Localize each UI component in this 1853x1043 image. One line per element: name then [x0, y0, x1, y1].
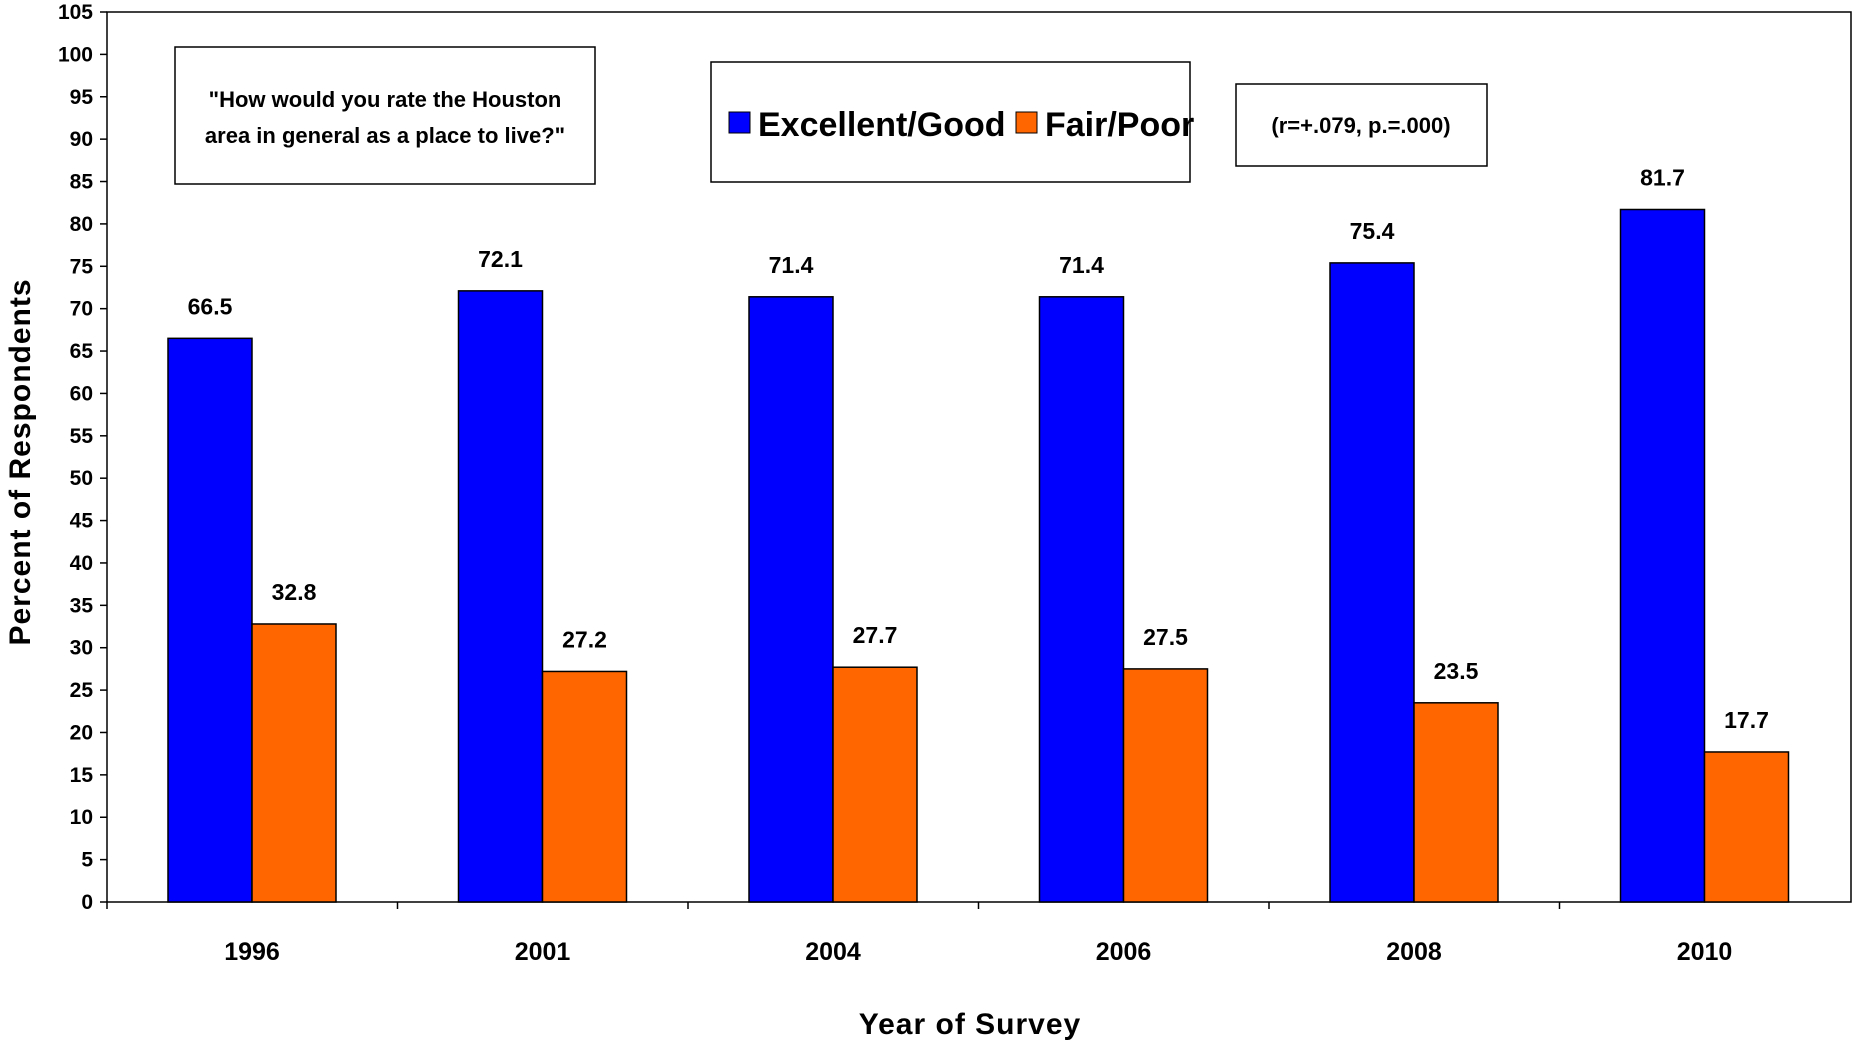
question-annotation-box: "How would you rate the Houston area in … [174, 46, 596, 185]
y-tick-label: 90 [70, 128, 93, 151]
y-tick-label: 30 [70, 637, 93, 660]
bar-excellent-good [1619, 208, 1706, 903]
y-tick-label: 10 [70, 806, 93, 829]
data-label-excellent-good: 71.4 [1059, 252, 1104, 278]
y-tick-label: 85 [70, 171, 94, 194]
stats-annotation-box: (r=+.079, p.=.000) [1235, 83, 1488, 167]
bar-fair-poor [251, 623, 337, 903]
legend-swatch-excellent-good [728, 111, 751, 134]
legend: Excellent/Good Fair/Poor [710, 61, 1194, 183]
x-tick-label: 1996 [224, 938, 280, 966]
data-label-fair-poor: 27.2 [562, 626, 607, 652]
y-tick-label: 45 [70, 510, 94, 533]
x-tick-label: 2006 [1096, 938, 1152, 966]
x-tick-label: 2001 [515, 938, 571, 966]
y-tick-label: 95 [70, 86, 94, 109]
data-label-excellent-good: 72.1 [478, 246, 523, 272]
legend-swatch-fair-poor [1015, 111, 1038, 134]
x-axis: 1996 2001 2004 2006 2008 2010 [106, 902, 1733, 966]
bar-excellent-good [1329, 262, 1415, 903]
data-label-excellent-good: 66.5 [188, 293, 233, 319]
y-axis: 0 5 10 15 20 25 30 35 40 45 50 55 60 65 70 75 80 85 90 95 10… [58, 1, 107, 914]
y-tick-label: 25 [70, 679, 94, 702]
question-text-line2: area in general as a place to live?" [205, 123, 565, 148]
data-label-excellent-good: 71.4 [769, 252, 814, 278]
x-tick-label: 2008 [1386, 938, 1442, 966]
y-tick-label: 55 [70, 425, 94, 448]
legend-frame [710, 61, 1191, 183]
bar-excellent-good [748, 296, 834, 903]
stats-box-frame [1235, 83, 1488, 167]
y-tick-label: 75 [70, 255, 94, 278]
bar-fair-poor [541, 670, 628, 903]
bar-fair-poor [832, 666, 918, 903]
x-tick-label: 2004 [805, 938, 861, 966]
y-tick-label: 5 [81, 849, 93, 872]
y-tick-label: 70 [70, 298, 93, 321]
y-tick-label: 20 [70, 721, 93, 744]
data-label-fair-poor: 17.7 [1724, 707, 1769, 733]
bar-excellent-good [457, 290, 544, 903]
bar-fair-poor [1703, 751, 1790, 903]
bars-group [167, 208, 1790, 903]
question-box-frame [174, 46, 596, 185]
bar-fair-poor [1413, 702, 1499, 903]
y-tick-label: 65 [70, 340, 94, 363]
data-label-fair-poor: 32.8 [272, 579, 317, 605]
x-axis-title: Year of Survey [859, 1008, 1081, 1041]
y-tick-label: 0 [81, 891, 93, 914]
y-tick-label: 100 [58, 43, 93, 66]
y-tick-label: 40 [70, 552, 93, 575]
bar-excellent-good [167, 337, 253, 903]
question-text-line1: "How would you rate the Houston [209, 87, 562, 112]
data-label-excellent-good: 75.4 [1350, 218, 1395, 244]
y-tick-label: 15 [70, 764, 94, 787]
stats-text: (r=+.079, p.=.000) [1271, 113, 1450, 138]
bar-excellent-good [1038, 296, 1125, 903]
y-tick-label: 35 [70, 594, 94, 617]
data-label-fair-poor: 27.5 [1143, 624, 1188, 650]
bar-fair-poor [1122, 668, 1209, 903]
x-tick-label: 2010 [1677, 938, 1733, 966]
data-label-fair-poor: 23.5 [1434, 658, 1479, 684]
y-tick-label: 60 [70, 382, 93, 405]
y-tick-label: 80 [70, 213, 93, 236]
legend-label-fair-poor: Fair/Poor [1045, 106, 1194, 144]
data-label-fair-poor: 27.7 [853, 622, 898, 648]
legend-label-excellent-good: Excellent/Good [758, 106, 1006, 144]
value-labels-group: 66.5 32.8 72.1 27.2 71.4 27.7 71.4 27.5 75.4 23.5… [188, 164, 1769, 732]
y-tick-label: 50 [70, 467, 93, 490]
y-tick-label: 105 [58, 1, 93, 24]
y-axis-title: Percent of Respondents [4, 278, 37, 645]
data-label-excellent-good: 81.7 [1640, 164, 1685, 190]
